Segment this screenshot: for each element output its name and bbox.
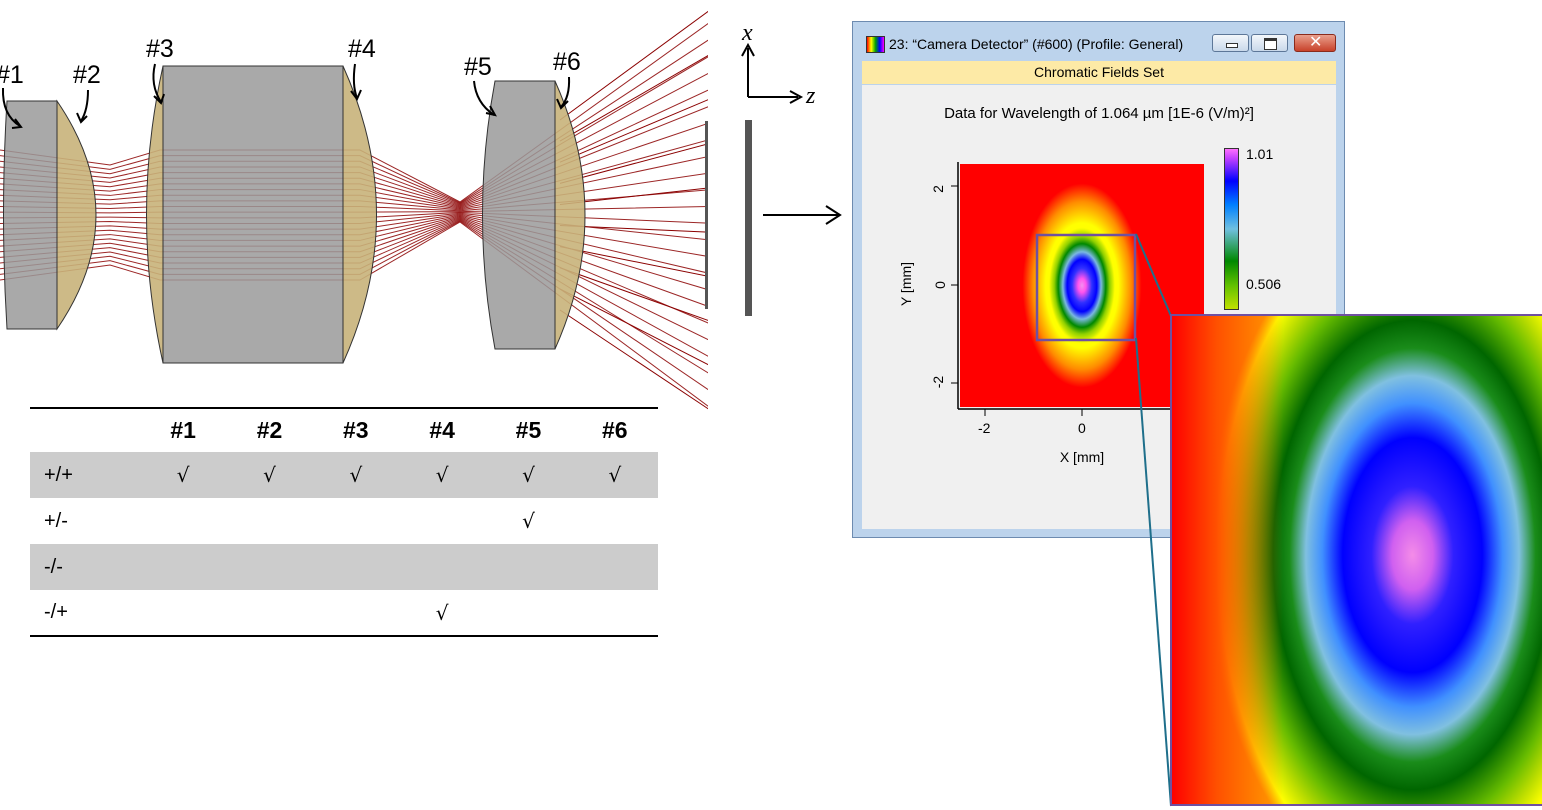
lens-6 xyxy=(554,80,586,350)
pointer-arrow-3 xyxy=(152,63,162,103)
table-cell xyxy=(571,544,658,590)
table-cell: √ xyxy=(398,452,486,498)
lens-5 xyxy=(482,80,556,350)
table-cell xyxy=(140,544,227,590)
ray xyxy=(559,55,708,142)
table-cell: √ xyxy=(226,452,313,498)
table-header-cell: #1 xyxy=(170,417,196,443)
table-header-row: #1 #2 #3 #4 #5 #6 xyxy=(30,408,658,452)
lens-label-2: #2 xyxy=(73,61,101,89)
table-cell xyxy=(312,544,399,590)
table-cell: √ xyxy=(140,452,227,498)
plot-title: Data for Wavelength of 1.064 µm [1E-6 (V… xyxy=(944,105,1254,122)
maximize-icon xyxy=(1264,38,1277,50)
table-row: +/+ √ √ √ √ √ √ xyxy=(30,452,658,498)
pointer-arrow-5 xyxy=(473,80,495,116)
lens-3 xyxy=(146,65,164,364)
x-tick-label: -2 xyxy=(978,420,991,436)
minimize-icon xyxy=(1226,43,1238,48)
coordinate-axes: x z xyxy=(741,20,816,109)
axis-label-x: x xyxy=(741,20,753,46)
row-label: +/+ xyxy=(30,452,140,498)
center-cylinder xyxy=(162,65,344,364)
window-titlebar[interactable]: 23: “Camera Detector” (#600) (Profile: G… xyxy=(853,22,1344,60)
table-cell xyxy=(140,590,226,636)
table-cell: √ xyxy=(571,452,658,498)
table-cell xyxy=(140,498,226,544)
table-cell xyxy=(485,544,572,590)
table-row: +/- √ xyxy=(30,498,658,544)
table-header-cell: #5 xyxy=(515,417,542,443)
row-label: -/- xyxy=(30,544,140,590)
table-cell xyxy=(226,498,312,544)
maximize-button[interactable] xyxy=(1251,34,1288,52)
pointer-arrow-1 xyxy=(1,87,21,127)
lens-4 xyxy=(342,65,377,364)
table-cell: √ xyxy=(522,509,535,533)
close-icon: ✕ xyxy=(1309,32,1323,51)
y-axis-title: Y [mm] xyxy=(898,261,914,307)
table-header-cell: #3 xyxy=(343,417,369,443)
detector-plate xyxy=(705,121,708,309)
close-button[interactable]: ✕ xyxy=(1294,32,1336,52)
lens-label-6: #6 xyxy=(553,48,581,76)
table-row: -/+ √ xyxy=(30,590,658,636)
ray xyxy=(559,288,708,366)
zoom-selection-box[interactable] xyxy=(1035,233,1137,342)
table-header-cell: #4 xyxy=(429,417,455,443)
lens-label-4: #4 xyxy=(348,35,376,63)
table-header-cell: #6 xyxy=(602,417,628,443)
colorbar-max-label: 1.01 xyxy=(1246,146,1274,162)
app-icon xyxy=(866,36,885,53)
table-header-cell: #2 xyxy=(256,417,283,443)
table-cell: √ xyxy=(312,452,399,498)
ray xyxy=(559,246,708,277)
y-tick-label: 2 xyxy=(929,185,946,193)
table-cell xyxy=(313,498,399,544)
ray xyxy=(559,99,708,163)
table-cell xyxy=(572,590,658,636)
pointer-arrow-4 xyxy=(352,63,358,99)
lens-1 xyxy=(3,100,58,330)
table-cell xyxy=(398,544,486,590)
axis-label-z: z xyxy=(805,83,816,109)
table-cell xyxy=(313,590,399,636)
zoomed-field-inset xyxy=(1170,314,1542,806)
table-cell: √ xyxy=(435,600,449,625)
row-label: -/+ xyxy=(44,601,68,623)
lens-label-3: #3 xyxy=(146,35,174,63)
ray xyxy=(559,143,708,184)
lens-label-1: #1 xyxy=(0,61,24,89)
table-cell xyxy=(572,498,658,544)
colorbar-mid-label: 0.506 xyxy=(1246,276,1282,292)
row-label: +/- xyxy=(44,509,68,532)
table-cell xyxy=(399,498,485,544)
x-axis-title: X [mm] xyxy=(1059,449,1105,465)
lens-sign-table: #1 #2 #3 #4 #5 #6 +/+ √ √ √ √ √ √ +/- xyxy=(30,407,658,637)
pointer-arrow-2 xyxy=(80,89,89,122)
arrow-to-detector-window xyxy=(763,205,842,225)
table-cell: √ xyxy=(485,452,572,498)
window-subheader: Chromatic Fields Set xyxy=(862,61,1336,84)
plot-axes xyxy=(951,162,1206,416)
table-cell xyxy=(226,544,313,590)
minimize-button[interactable] xyxy=(1212,34,1249,52)
table-cell xyxy=(485,590,571,636)
ray xyxy=(559,309,708,410)
table-header-cell xyxy=(30,408,140,452)
ray xyxy=(559,267,708,321)
window-title: 23: “Camera Detector” (#600) (Profile: G… xyxy=(889,36,1184,52)
colorbar xyxy=(1224,148,1239,310)
ray xyxy=(559,10,708,121)
lens-2 xyxy=(56,99,97,331)
lens-label-5: #5 xyxy=(464,53,492,81)
table-row: -/- xyxy=(30,544,658,590)
y-tick-label: -2 xyxy=(930,375,947,389)
x-tick-label: 0 xyxy=(1078,420,1086,436)
table-cell xyxy=(226,590,312,636)
camera-detector-bar xyxy=(745,120,752,316)
y-tick-label: 0 xyxy=(931,281,948,289)
